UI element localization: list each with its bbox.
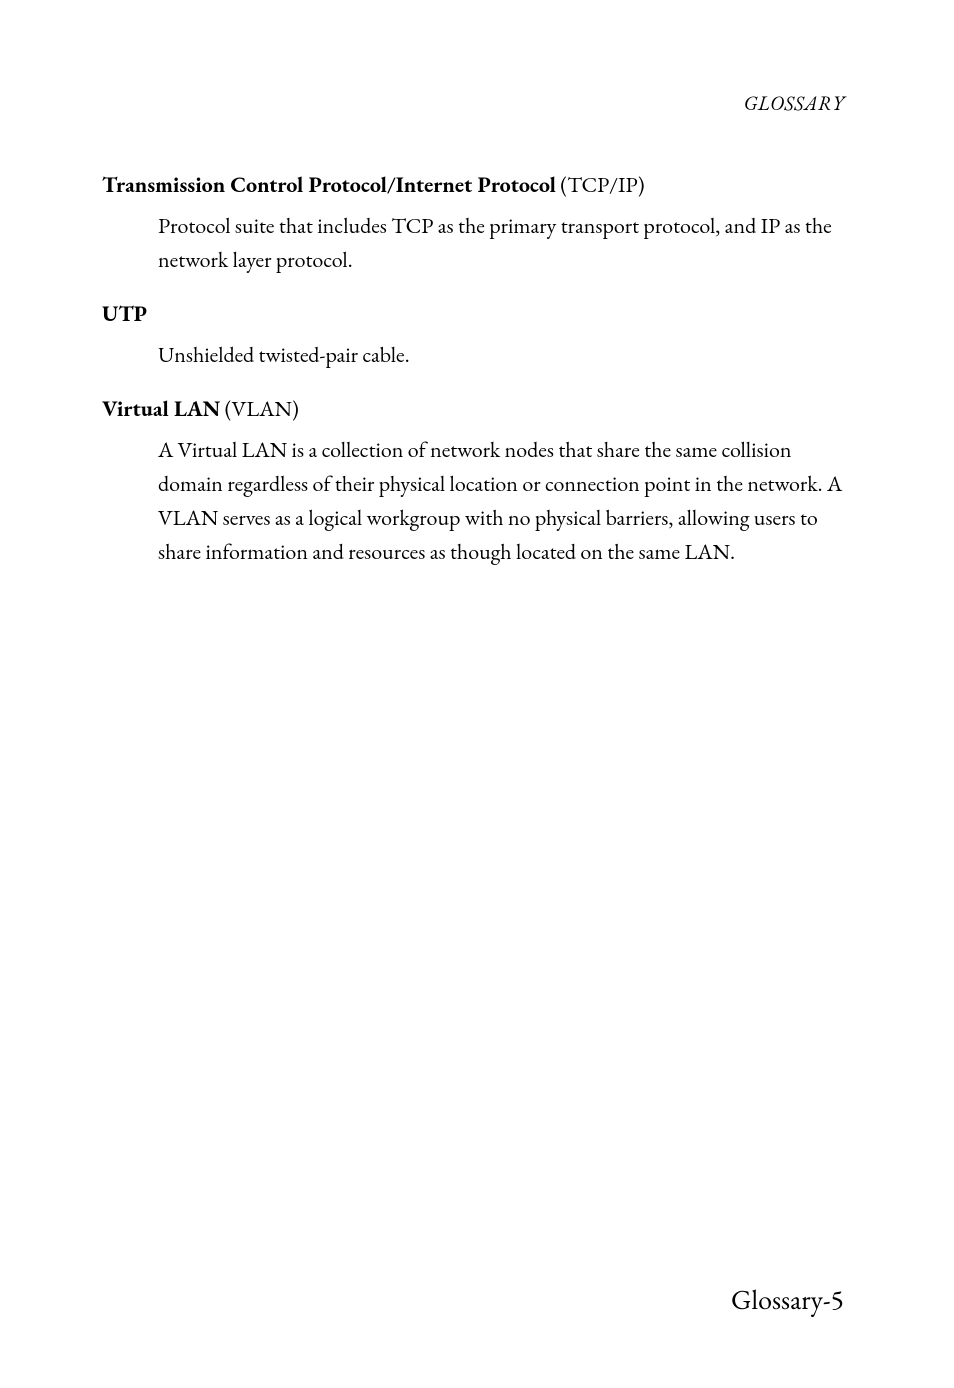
page-number: Glossary-5 [731, 1282, 844, 1318]
glossary-entry: UTP Unshielded twisted-pair cable. [102, 299, 844, 372]
glossary-entry: Transmission Control Protocol/Internet P… [102, 170, 844, 277]
glossary-content: Transmission Control Protocol/Internet P… [102, 170, 844, 569]
glossary-term: Transmission Control Protocol/Internet P… [102, 170, 844, 201]
glossary-term: UTP [102, 299, 844, 330]
page: GLOSSARY Transmission Control Protocol/I… [0, 0, 954, 1388]
term-bold: Virtual LAN [102, 394, 220, 423]
glossary-entry: Virtual LAN (VLAN) A Virtual LAN is a co… [102, 394, 844, 569]
glossary-definition: Protocol suite that includes TCP as the … [158, 209, 844, 277]
glossary-definition: A Virtual LAN is a collection of network… [158, 433, 844, 569]
running-head: GLOSSARY [744, 90, 844, 116]
glossary-definition: Unshielded twisted-pair cable. [158, 338, 844, 372]
glossary-term: Virtual LAN (VLAN) [102, 394, 844, 425]
term-paren: (VLAN) [220, 394, 299, 423]
term-bold: Transmission Control Protocol/Internet P… [102, 170, 556, 199]
term-bold: UTP [102, 299, 147, 328]
term-paren: (TCP/IP) [556, 170, 645, 199]
